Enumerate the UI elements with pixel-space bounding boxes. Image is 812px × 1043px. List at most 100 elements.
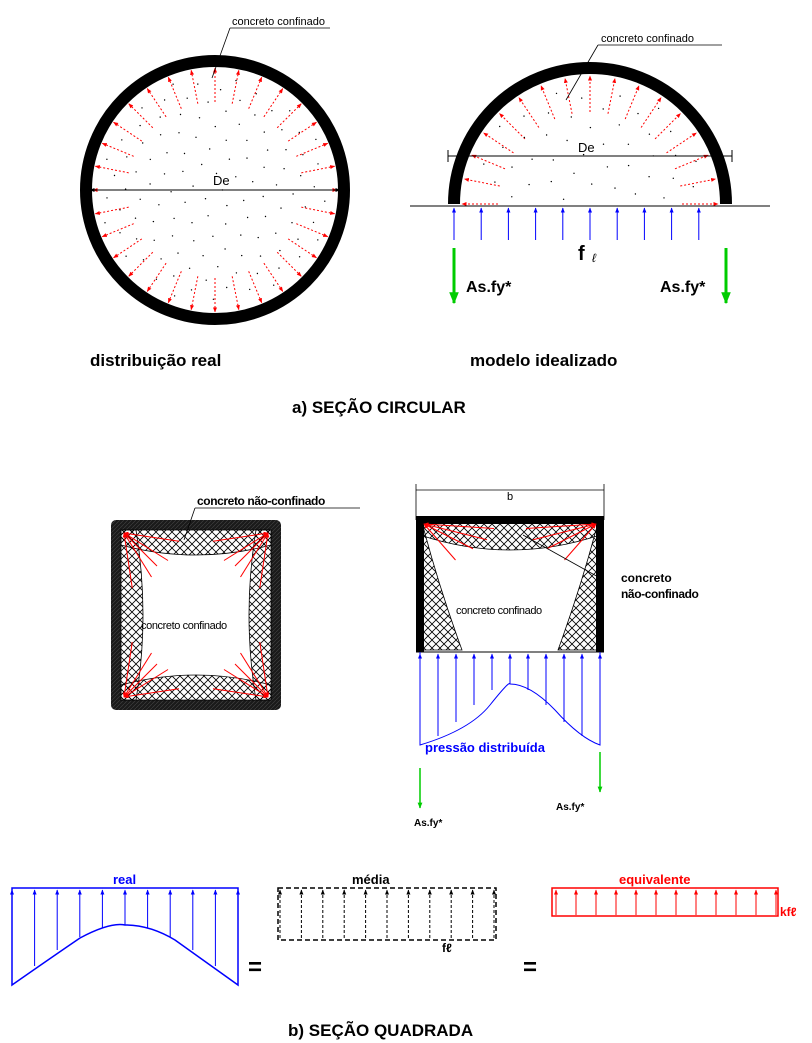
half-aggregate-dot [618, 124, 620, 126]
aggregate-dot [192, 185, 194, 187]
half-radial-arrow [499, 113, 526, 140]
aggregate-dot [119, 209, 121, 211]
half-aggregate-dot [619, 95, 621, 97]
aggregate-dot [291, 222, 293, 224]
radial-arrow [231, 69, 240, 104]
radial-arrow [263, 262, 284, 292]
model-stress-arrows [423, 522, 597, 561]
half-radial-arrow [666, 132, 697, 154]
radial-arrow [296, 142, 329, 157]
aggregate-dot [225, 110, 227, 112]
aggregate-dot [289, 110, 291, 112]
square-stress-arrows [122, 531, 270, 699]
right-steel-force-label: As.fy* [660, 279, 706, 296]
aggregate-dot [198, 117, 201, 119]
aggregate-dot [172, 83, 174, 85]
aggregate-dot [134, 217, 137, 219]
aggregate-dot [170, 191, 172, 193]
aggregate-dot [235, 272, 238, 274]
half-radial-arrow [471, 154, 506, 170]
corner-stress-arrow [123, 531, 180, 542]
aggregate-dot [235, 79, 237, 82]
aggregate-dot [279, 249, 281, 252]
square-real-section: concreto não-confinado concreto confinad… [111, 494, 360, 710]
distributed-pressure-label: pressão distribuída [425, 740, 546, 755]
aggregate-dot [188, 267, 191, 269]
radial-arrow [287, 238, 317, 259]
model-corner-arrow [423, 523, 488, 541]
aggregate-dot [125, 255, 127, 257]
aggregate-dot [240, 234, 242, 236]
aggregate-dot [212, 235, 214, 237]
leader-line [211, 27, 231, 79]
caption-idealized-model: modelo idealizado [470, 351, 617, 370]
square-model-section: b concreto não-confinado concreto confin… [414, 484, 699, 829]
half-aggregate-dot [483, 163, 485, 165]
aggregate-dot [106, 197, 108, 199]
aggregate-dot [238, 123, 240, 126]
aggregate-dot [142, 259, 145, 261]
radial-arrow [190, 276, 199, 311]
aggregate-dot [281, 129, 283, 131]
corner-stress-arrow [259, 532, 270, 589]
aggregate-dot [255, 93, 257, 95]
aggregate-dot [171, 235, 174, 237]
aggregate-dot [298, 131, 300, 134]
corner-stress-arrow [123, 532, 158, 567]
aggregate-dot [275, 184, 278, 186]
half-radial-arrow [680, 177, 717, 187]
aggregate-dot [297, 238, 299, 240]
corner-stress-arrow [223, 532, 269, 561]
corner-stress-arrow [234, 663, 269, 698]
half-aggregate-dot [562, 198, 565, 200]
corner-stress-arrow [240, 532, 269, 578]
aggregate-dot [142, 142, 144, 144]
aggregate-dot [135, 238, 138, 240]
half-aggregate-dot [511, 166, 513, 168]
radial-arrow [167, 76, 182, 109]
unconfined-zone-right [248, 529, 272, 701]
model-right-steel-label: As.fy* [556, 802, 584, 813]
aggregate-dot [207, 215, 209, 217]
half-aggregate-dot [582, 153, 585, 156]
corner-stress-arrow [212, 688, 269, 699]
aggregate-dot [225, 139, 227, 141]
model-corner-arrow [564, 523, 597, 561]
radial-arrow [128, 103, 154, 129]
aggregate-dot [209, 148, 211, 150]
aggregate-dot [317, 163, 319, 165]
aggregate-dot [197, 83, 199, 85]
half-aggregate-dot [634, 193, 637, 195]
corner-stress-arrow [122, 641, 133, 698]
corner-stress-arrow [259, 641, 270, 698]
half-aggregate-dot [570, 116, 572, 118]
half-aggregate-dot [550, 180, 552, 183]
aggregate-dot [264, 215, 267, 218]
radial-arrow [146, 88, 167, 118]
radial-arrow [190, 69, 199, 104]
aggregate-dot [184, 201, 186, 203]
half-aggregate-dot [602, 108, 604, 110]
half-aggregate-dot [581, 97, 583, 99]
confined-concrete-label: concreto confinado [232, 16, 325, 28]
half-aggregate-dot [552, 159, 554, 161]
half-aggregate-dot [531, 158, 533, 160]
corner-stress-arrow [123, 532, 169, 561]
aggregate-dot [121, 139, 123, 141]
aggregate-dot [104, 222, 106, 224]
half-aggregate-dot [555, 92, 558, 95]
aggregate-dot [226, 286, 228, 289]
aggregate-dot [312, 221, 315, 224]
model-unconfined-label-1: concreto [621, 571, 672, 585]
pressure-subscript: ℓ [592, 251, 597, 265]
half-aggregate-dot [494, 181, 496, 183]
aggregate-dot [212, 298, 215, 300]
radial-arrow [113, 238, 143, 259]
aggregate-dot [249, 288, 251, 291]
half-aggregate-dot [663, 197, 665, 199]
half-diameter-label: De [578, 140, 595, 155]
half-aggregate-dot [545, 134, 548, 136]
square-confined-label: concreto confinado [141, 620, 227, 632]
corner-stress-arrow [123, 669, 169, 698]
